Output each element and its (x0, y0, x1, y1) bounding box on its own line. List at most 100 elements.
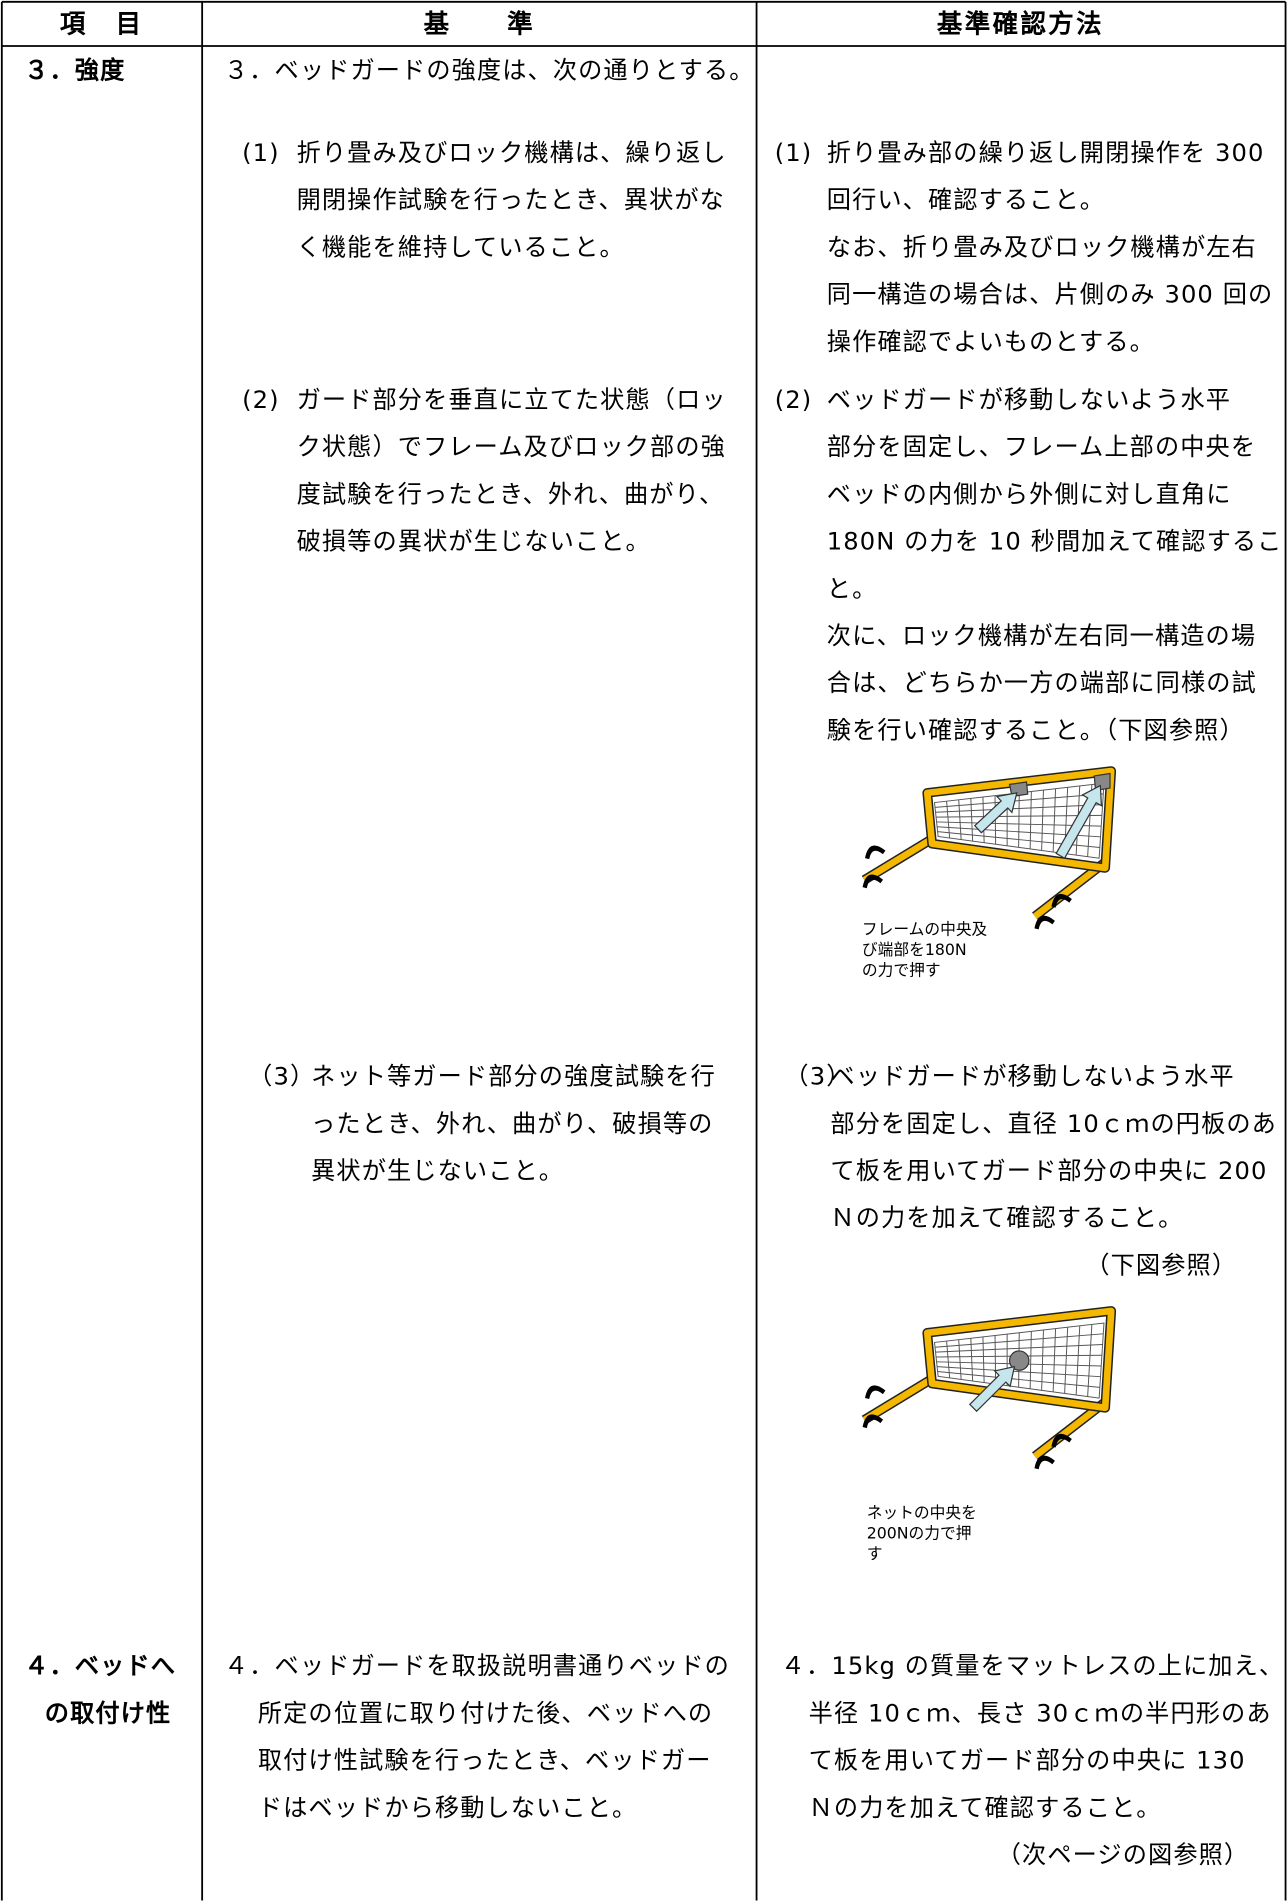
clamp (862, 1414, 884, 1429)
method-note: （次ページの図参照） (996, 1839, 1250, 1870)
criteria-line: 破損等の異状が生じないこと。 (296, 526, 651, 556)
method-line: なお、折り畳み及びロック機構が左右 (826, 232, 1257, 262)
clamp (864, 845, 886, 860)
criteria-intro: ３．ベッドガードの強度は、次の通りとする。 (223, 55, 755, 85)
criteria-line: 所定の位置に取り付けた後、ベッドへの (257, 1698, 714, 1728)
figure-frame-test (861, 766, 1117, 930)
guard-leg (862, 836, 934, 883)
figure-caption: 200Nの力で押 (866, 1524, 972, 1543)
net-line (937, 1371, 1100, 1388)
item-label: （3） (784, 1061, 852, 1091)
net-line (1075, 1325, 1081, 1396)
criteria-line: ネット等ガード部分の強度試験を行 (311, 1061, 716, 1091)
clamp (1051, 893, 1072, 908)
criteria-line: ドはベッドから移動しないこと。 (257, 1792, 638, 1822)
net-line (1041, 1329, 1044, 1391)
header-cell: 基 準 (423, 9, 536, 39)
net-line (958, 799, 962, 840)
method-line: ベッドガードが移動しないよう水平 (830, 1061, 1235, 1091)
net-line (970, 1338, 974, 1382)
criteria-line: ４．ベッドガードを取扱説明書通りベッドの (223, 1651, 730, 1681)
method-line: 回行い、確認すること。 (826, 185, 1106, 215)
net-line (958, 1339, 962, 1380)
method-line: Ｎの力を加えて確認すること。 (808, 1792, 1162, 1822)
item-label: （3） (248, 1061, 316, 1091)
net-line (1018, 792, 1020, 848)
item-label: (2) (242, 384, 280, 414)
clamp (862, 874, 884, 889)
method-line: 験を行い確認すること。（下図参照） (826, 715, 1245, 745)
net-line (935, 1344, 1103, 1353)
net-line (970, 798, 974, 842)
header-cell: 基準確認方法 (936, 9, 1104, 39)
method-line: 半径 10ｃｍ、長さ 30ｃｍの半円形のあ (808, 1698, 1272, 1728)
net-line (934, 1333, 1104, 1348)
guard-frame (923, 767, 1115, 872)
net-line (935, 804, 1103, 813)
method-line: 部分を固定し、フレーム上部の中央を (826, 432, 1257, 462)
guard-frame (923, 1307, 1115, 1412)
method-line: 操作確認でよいものとする。 (826, 326, 1155, 356)
force-arrow (1055, 784, 1103, 860)
figure-caption: び端部を180N (861, 941, 967, 960)
net-line (936, 814, 1102, 818)
clamp (864, 1385, 886, 1400)
force-arrow (973, 792, 1018, 834)
method-line: ベッドの内側から外側に対し直角に (826, 479, 1232, 509)
criteria-line: 取付け性試験を行ったとき、ベッドガー (257, 1745, 712, 1775)
net-line (946, 1341, 951, 1378)
clamp (1034, 915, 1055, 930)
net-line (937, 1366, 1101, 1378)
net-line (1064, 1327, 1069, 1394)
figure-caption: す (866, 1545, 883, 1564)
method-line: 折り畳み部の繰り返し開閉操作を 300 (826, 137, 1265, 168)
method-line: ４．15kg の質量をマットレスの上に加え、 (780, 1651, 1285, 1681)
net-line (1052, 788, 1057, 853)
criteria-line: 異状が生じないこと。 (311, 1156, 565, 1186)
criteria-line: ク状態）でフレーム及びロック部の強 (296, 432, 726, 462)
method-line: Ｎの力を加えて確認すること。 (830, 1203, 1184, 1233)
guard-leg (862, 1375, 934, 1423)
criteria-line: ガード部分を垂直に立てた状態（ロッ (296, 384, 727, 414)
item-label: (1) (774, 137, 813, 168)
net-line (1029, 791, 1032, 849)
criteria-line: ったとき、外れ、曲がり、破損等の (311, 1108, 714, 1138)
method-line: て板を用いてガード部分の中央に 200 (830, 1156, 1268, 1186)
clamp (1034, 1455, 1055, 1470)
figure-caption: ネットの中央を (866, 1504, 977, 1523)
item-title: ３．強度 (24, 55, 126, 85)
pressure-pad (1008, 1350, 1030, 1371)
criteria-line: 開閉操作試験を行ったとき、異状がな (296, 185, 725, 215)
item-label: (1) (242, 137, 280, 168)
guard-leg (1032, 860, 1107, 919)
net-line (1052, 1328, 1057, 1392)
header-cell: 項 目 (59, 9, 144, 39)
method-line: 180N の力を 10 秒間加えて確認するこ (826, 526, 1283, 556)
criteria-line: 度試験を行ったとき、外れ、曲がり、 (296, 479, 725, 509)
net-line (1087, 1324, 1093, 1397)
figure-caption: の力で押す (861, 961, 941, 980)
criteria-line: 折り畳み及びロック機構は、繰り返し (296, 137, 727, 168)
guard-leg (1032, 1400, 1107, 1459)
method-line: 部分を固定し、直径 10ｃｍの円板のあ (830, 1108, 1277, 1138)
figure-net-test (861, 1306, 1117, 1470)
clamp (1051, 1433, 1072, 1448)
figure-caption: フレームの中央及 (861, 920, 988, 939)
method-line: 同一構造の場合は、片側のみ 300 回の (826, 279, 1274, 309)
net-line (982, 1336, 985, 1383)
method-note: （下図参照） (1085, 1250, 1238, 1280)
item-label: (2) (774, 384, 813, 414)
method-line: と。 (826, 573, 878, 603)
net-line (934, 793, 1104, 808)
item-title: ４．ベッドへ (24, 1651, 177, 1681)
net-line (1041, 790, 1044, 851)
net-line (994, 1335, 997, 1385)
method-line: 次に、ロック機構が左右同一構造の場 (826, 620, 1257, 651)
net-line (946, 801, 951, 839)
item-title: の取付け性 (44, 1698, 172, 1728)
criteria-line: く機能を維持していること。 (296, 232, 625, 262)
